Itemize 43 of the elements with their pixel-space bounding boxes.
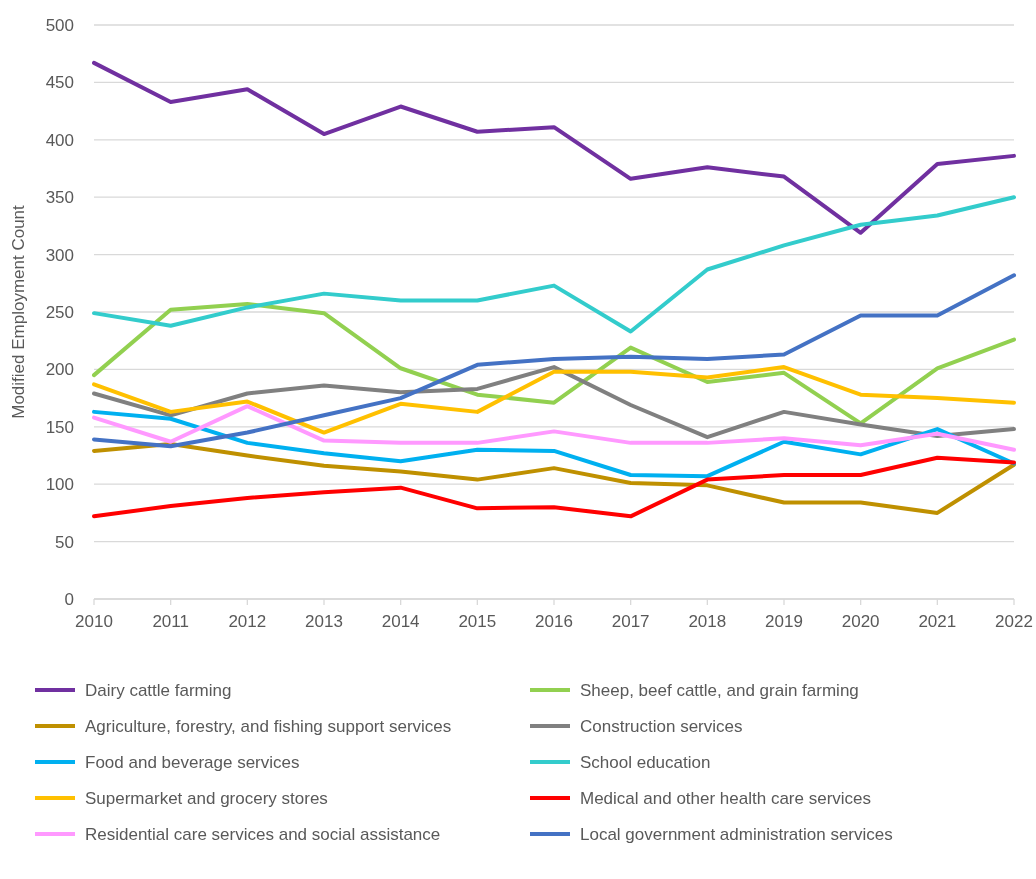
x-tick-label: 2013 xyxy=(305,612,343,631)
x-tick-label: 2018 xyxy=(688,612,727,631)
x-tick-label: 2016 xyxy=(535,612,573,631)
y-tick-label: 350 xyxy=(45,188,74,208)
legend-label: Local government administration services xyxy=(580,825,893,844)
x-tick-label: 2022 xyxy=(995,612,1033,631)
legend-label: Medical and other health care services xyxy=(580,789,872,808)
legend-label: School education xyxy=(580,753,711,772)
line-series xyxy=(92,404,1016,452)
x-tick-label: 2011 xyxy=(152,612,189,631)
legend-label: Supermarket and grocery stores xyxy=(85,789,328,808)
line-series xyxy=(92,60,1016,235)
y-tick-label: 150 xyxy=(45,417,74,437)
x-tick-label: 2015 xyxy=(458,612,497,631)
y-axis-title: Modified Employment Count xyxy=(9,204,28,419)
line-series xyxy=(92,273,1016,449)
x-tick-label: 2017 xyxy=(611,612,650,631)
legend-label: Food and beverage services xyxy=(85,753,300,772)
y-tick-label: 200 xyxy=(45,360,74,380)
x-tick-label: 2019 xyxy=(765,612,803,631)
x-tick-label: 2021 xyxy=(918,612,957,631)
legend-label: Residential care services and social assistance xyxy=(85,825,441,844)
legend-label: Construction services xyxy=(580,717,743,736)
x-tick-label: 2020 xyxy=(841,612,880,631)
line-series xyxy=(92,442,1016,515)
legend-label: Agriculture, forestry, and fishing support services xyxy=(85,717,452,736)
legend-label: Sheep, beef cattle, and grain farming xyxy=(580,681,859,700)
y-tick-label: 300 xyxy=(45,245,74,265)
line-series xyxy=(92,195,1016,334)
x-tick-label: 2012 xyxy=(228,612,267,631)
line-series xyxy=(92,409,1016,479)
legend-label: Dairy cattle farming xyxy=(85,681,232,700)
y-tick-label: 50 xyxy=(55,532,74,552)
x-tick-label: 2014 xyxy=(381,612,420,631)
y-tick-label: 250 xyxy=(45,303,74,322)
line-series xyxy=(92,455,1016,519)
line-series xyxy=(92,301,1016,426)
y-tick-label: 0 xyxy=(64,590,74,609)
x-tick-label: 2010 xyxy=(75,612,113,631)
y-tick-label: 500 xyxy=(45,16,74,35)
y-tick-label: 450 xyxy=(45,73,74,93)
y-tick-label: 100 xyxy=(45,475,74,495)
y-tick-label: 400 xyxy=(45,130,74,150)
